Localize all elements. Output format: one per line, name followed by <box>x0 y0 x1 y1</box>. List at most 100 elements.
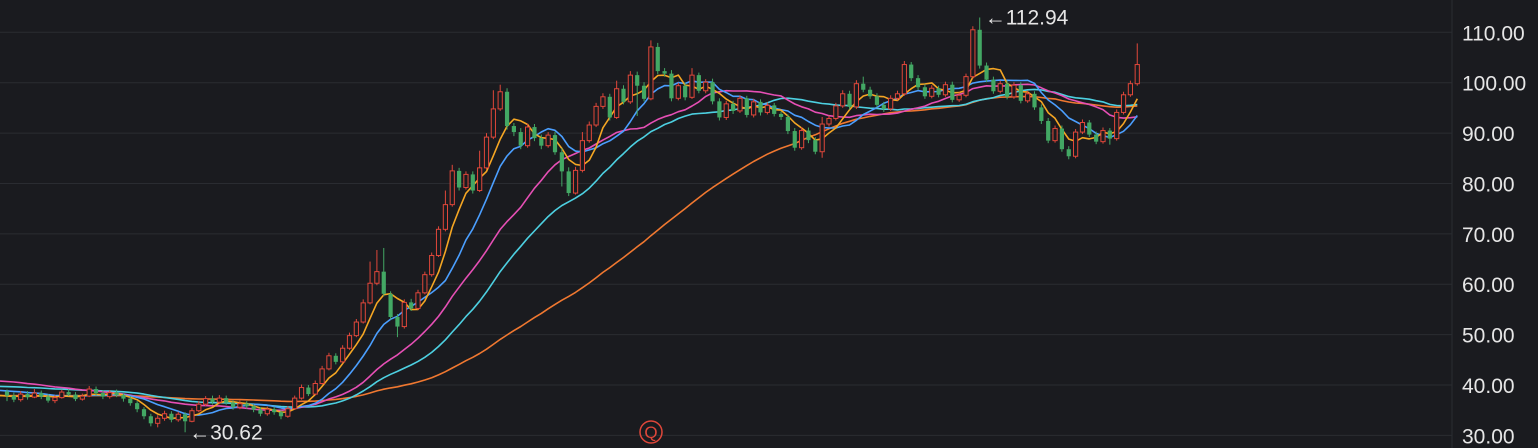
candle-body-down <box>772 105 777 114</box>
candle-body-up <box>18 393 24 401</box>
candle-body-down <box>230 402 236 408</box>
candle-body-down <box>46 396 51 401</box>
candle-body-down <box>936 88 941 95</box>
candle-body-down <box>135 403 140 410</box>
candle-body-down <box>909 64 914 79</box>
y-tick-label: 70.00 <box>1462 224 1515 247</box>
price-axis: 110.00 100.00 90.00 80.00 70.00 60.00 50.00 40.… <box>1462 22 1526 448</box>
candle-body-down <box>4 391 10 396</box>
candle-body-up <box>285 408 291 417</box>
candle-body-up <box>840 93 846 107</box>
candle-body-down <box>881 104 886 109</box>
candle-body-down <box>114 392 119 396</box>
event-marker[interactable]: Q <box>639 420 663 444</box>
candle-body-up <box>203 398 209 405</box>
candle-body-down <box>1039 107 1044 121</box>
candle-body-up <box>360 302 366 323</box>
candle-body-up <box>1079 122 1086 133</box>
candle-body-up <box>86 388 92 397</box>
candle-body-down <box>1059 128 1064 150</box>
candle-body-down <box>669 73 674 99</box>
y-tick-label: 110.00 <box>1462 22 1525 45</box>
candle-body-down <box>381 271 386 294</box>
candles <box>4 17 1140 433</box>
candle-body-up <box>586 124 592 142</box>
candle-body-up <box>799 130 805 149</box>
candle-body-up <box>1134 64 1140 85</box>
candle-body-up <box>1073 131 1079 157</box>
candle-body-down <box>641 85 647 99</box>
y-tick-label: 50.00 <box>1462 325 1515 348</box>
candle-body-up <box>31 392 37 398</box>
candle-body-down <box>566 171 571 194</box>
annotations: ←112.94 ←30.62 <box>189 6 1069 444</box>
candle-body-up <box>929 87 935 97</box>
candle-body-down <box>128 398 133 404</box>
candle-body-down <box>621 88 626 102</box>
candle-body-up <box>600 96 606 107</box>
candle-body-down <box>785 116 790 132</box>
event-marker-label[interactable]: Q <box>644 423 657 442</box>
candle-body-down <box>224 398 229 403</box>
y-tick-label: 100.00 <box>1462 73 1526 96</box>
candle-body-up <box>449 170 455 206</box>
candle-body-down <box>141 409 147 417</box>
candle-body-down <box>635 75 640 86</box>
candle-body-up <box>819 123 825 153</box>
candle-body-up <box>970 29 976 78</box>
candle-body-down <box>278 412 284 417</box>
candle-body-up <box>723 103 729 118</box>
candle-body-up <box>435 228 442 257</box>
candle-body-up <box>353 321 359 337</box>
candle-body-up <box>648 46 654 100</box>
grid <box>0 0 1453 448</box>
candle-body-up <box>1052 128 1058 142</box>
candle-body-down <box>1018 85 1023 101</box>
candle-body-up <box>429 255 435 276</box>
candle-body-down <box>552 135 558 153</box>
candle-body-down <box>1046 120 1051 141</box>
candle-body-up <box>997 83 1003 92</box>
candle-body-down <box>984 65 989 80</box>
candle-body-up <box>107 392 113 398</box>
candle-body-up <box>477 167 483 192</box>
candle-body-up <box>1127 83 1134 96</box>
candle-body-up <box>579 140 585 171</box>
candle-body-up <box>237 403 243 408</box>
candle-body-down <box>1032 93 1037 108</box>
candle-body-up <box>367 282 373 304</box>
candle-body-down <box>11 395 16 400</box>
candle-body-up <box>826 117 832 125</box>
candle-body-down <box>210 398 215 403</box>
candle-body-down <box>1087 122 1092 135</box>
candle-body-up <box>1100 130 1106 143</box>
candle-body-down <box>539 138 544 146</box>
event-marker-circle[interactable] <box>639 420 663 444</box>
ma-line-60 <box>0 95 1138 403</box>
candle-body-up <box>319 368 325 385</box>
candle-body-up <box>490 108 496 138</box>
y-tick-label: 60.00 <box>1462 274 1515 297</box>
candle-body-down <box>915 78 921 88</box>
candle-body-down <box>93 389 99 394</box>
candle-body-down <box>1094 134 1099 142</box>
candle-body-down <box>950 84 955 100</box>
candle-body-down <box>559 152 564 172</box>
candle-body-up <box>956 94 962 101</box>
y-tick-label: 30.00 <box>1462 425 1515 448</box>
candle-body-up <box>298 387 305 399</box>
candle-body-down <box>183 414 188 422</box>
candle-body-down <box>272 409 277 413</box>
candle-body-up <box>463 173 469 189</box>
candle-body-down <box>655 46 660 72</box>
low-price-label: ←30.62 <box>189 421 263 444</box>
candle-body-down <box>922 87 927 97</box>
candle-body-down <box>395 316 400 327</box>
candle-body-down <box>607 96 612 118</box>
candle-body-down <box>66 392 71 395</box>
candle-body-up <box>751 101 757 116</box>
candle-body-up <box>161 413 168 419</box>
candle-body-down <box>710 82 715 102</box>
